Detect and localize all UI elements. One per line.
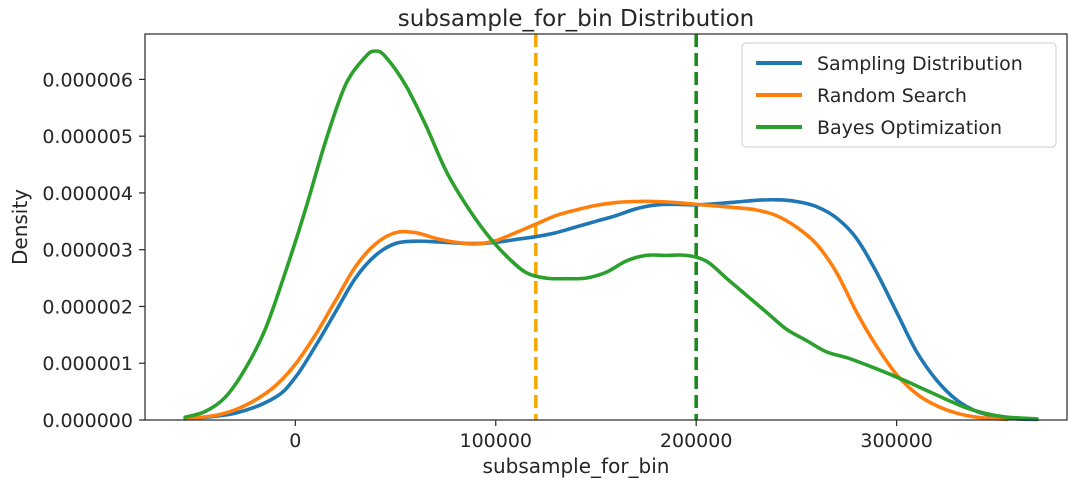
- x-tick-label: 100000: [459, 430, 532, 452]
- y-tick-label: 0.000005: [42, 126, 133, 148]
- x-tick-label: 300000: [860, 430, 933, 452]
- legend-label-2: Bayes Optimization: [817, 117, 1002, 139]
- series-line-1: [183, 199, 1009, 422]
- y-tick-label: 0.000002: [42, 296, 133, 318]
- x-axis-ticks: 0 100000 200000 300000: [289, 420, 933, 452]
- x-tick-label: 0: [289, 430, 301, 452]
- series-lines: [183, 49, 1039, 422]
- series-line-0: [183, 197, 1039, 422]
- legend-label-1: Random Search: [817, 85, 967, 107]
- y-axis-label: Density: [8, 189, 32, 265]
- y-axis-ticks: 0.000000 0.000001 0.000002 0.000003 0.000004…: [42, 69, 145, 432]
- x-axis-label: subsample_for_bin: [483, 454, 670, 478]
- y-tick-label: 0.000006: [42, 69, 133, 91]
- vertical-lines: [534, 34, 698, 420]
- y-tick-label: 0.000000: [42, 410, 133, 432]
- y-tick-label: 0.000003: [42, 240, 133, 262]
- x-tick-label: 200000: [660, 430, 733, 452]
- plot-frame: [144, 33, 1068, 421]
- y-tick-label: 0.000001: [42, 353, 133, 375]
- legend-label-0: Sampling Distribution: [817, 53, 1023, 75]
- legend: Sampling Distribution Random Search Bayes …: [741, 42, 1057, 148]
- legend-box: [741, 42, 1057, 148]
- chart-title: subsample_for_bin Distribution: [398, 6, 754, 32]
- y-tick-label: 0.000004: [42, 183, 133, 205]
- series-line-2: [183, 49, 1039, 421]
